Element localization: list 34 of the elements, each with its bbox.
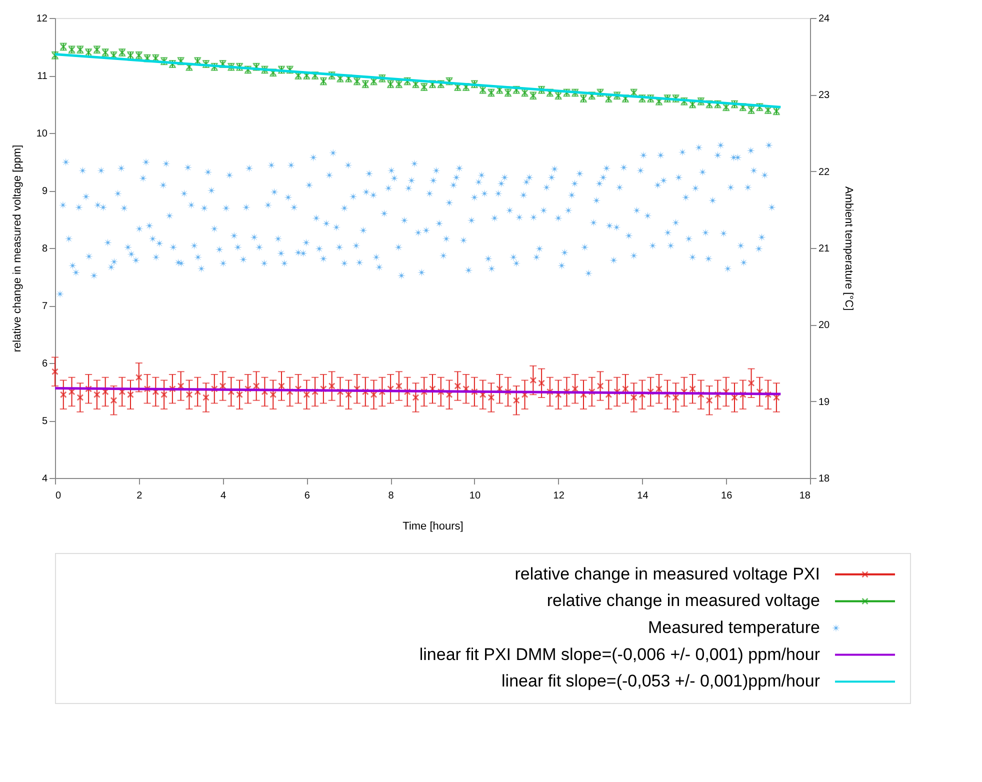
y-tick-label: 4 <box>42 474 48 484</box>
y-tick-label: 6 <box>42 358 48 370</box>
x-tick-label: 4 <box>220 490 226 502</box>
y-tick-label: 11 <box>37 71 48 82</box>
x-tick-label: 12 <box>553 490 565 502</box>
y2-tick-label: 21 <box>818 244 830 254</box>
y2-tick-label: 22 <box>818 166 830 178</box>
legend-label: relative change in measured voltage PXI <box>514 564 820 584</box>
x-tick-label: 6 <box>304 490 310 502</box>
y-tick-label: 9 <box>42 186 48 197</box>
y-axis-title: relative change in measured voltage [ppm] <box>11 144 24 352</box>
legend-label: relative change in measured voltage <box>546 591 820 610</box>
y-tick-label: 7 <box>42 301 48 312</box>
x-tick-label: 18 <box>799 490 811 502</box>
y2-axis-title: Ambient temperature [°C] <box>842 186 855 311</box>
y-tick-label: 10 <box>36 128 48 140</box>
x-tick-label: 10 <box>469 490 481 502</box>
y2-tick-label: 23 <box>818 90 830 102</box>
x-tick-label: 8 <box>388 490 394 502</box>
y-tick-label: 5 <box>42 416 48 427</box>
x-tick-label: 0 <box>56 490 62 502</box>
legend-label: linear fit PXI DMM slope=(-0,006 +/- 0,001) ppm/hour <box>419 644 820 664</box>
x-tick-label: 14 <box>637 490 649 502</box>
x-tick-label: 2 <box>136 490 143 502</box>
y-tick-label: 8 <box>42 244 48 254</box>
y2-tick-label: 19 <box>818 396 830 408</box>
x-axis-title: Time [hours] <box>402 520 464 532</box>
x-tick-label: 16 <box>721 490 733 502</box>
y-tick-label: 12 <box>36 14 48 24</box>
y2-tick-label: 20 <box>818 320 830 332</box>
legend-label: linear fit slope=(-0,053 +/- 0,001)ppm/hour <box>502 672 820 691</box>
y2-tick-label: 24 <box>818 14 830 24</box>
y2-tick-label: 18 <box>818 474 830 484</box>
legend-label: Measured temperature <box>648 618 820 637</box>
